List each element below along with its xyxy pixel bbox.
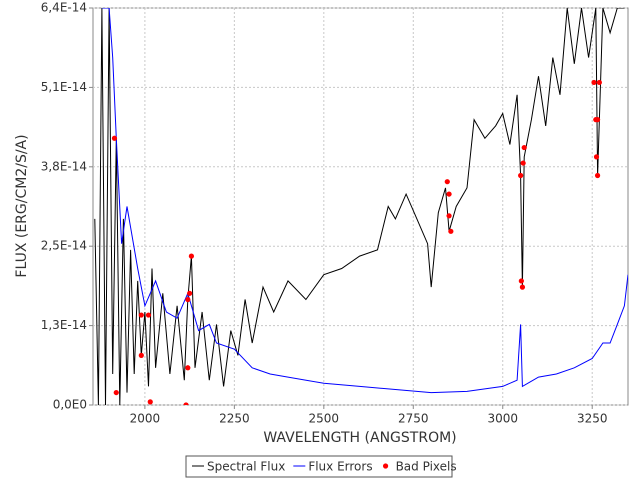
bad-pixel: [518, 278, 524, 284]
x-tick-label: 3000: [487, 412, 518, 426]
plot-area: [92, 7, 629, 406]
x-tick-label: 2000: [130, 412, 161, 426]
legend-label: Flux Errors: [308, 460, 372, 474]
legend-label: Spectral Flux: [207, 460, 285, 474]
x-tick-label: 2250: [219, 412, 250, 426]
legend-label: Bad Pixels: [396, 460, 457, 474]
bad-pixel: [444, 179, 450, 185]
x-tick-label: 2750: [398, 412, 429, 426]
bad-pixel: [521, 144, 527, 151]
bad-pixel: [188, 253, 195, 259]
bad-pixel: [187, 290, 193, 296]
bad-pixel: [446, 213, 452, 219]
bad-pixel: [594, 172, 601, 179]
y-tick-label: 2,5E-14: [41, 239, 87, 253]
bad-pixel: [446, 191, 452, 197]
bad-pixel: [145, 312, 152, 318]
bad-pixel: [147, 399, 153, 405]
x-tick-label: 2500: [309, 412, 340, 426]
bad-pixel: [520, 160, 526, 166]
bad-pixel: [518, 172, 524, 179]
bad-pixel: [183, 402, 189, 405]
bad-pixel: [591, 79, 597, 86]
series-line: [101, 8, 628, 394]
bad-pixel: [185, 365, 191, 371]
series-line: [94, 8, 625, 405]
y-tick-label: 1,3E-14: [41, 318, 87, 332]
bad-pixel: [596, 79, 602, 86]
legend-swatch: [382, 463, 389, 469]
x-tick-label: 3250: [577, 412, 608, 426]
y-axis-title: FLUX (ERG/CM2/S/A): [14, 134, 30, 277]
y-tick-label: 6,4E-14: [41, 1, 87, 15]
bad-pixel: [519, 284, 526, 290]
y-tick-label: 3,8E-14: [41, 159, 87, 173]
bad-pixel: [448, 228, 454, 234]
bad-pixel: [138, 352, 144, 358]
x-axis-title: WAVELENGTH (ANGSTROM): [263, 430, 456, 446]
bad-pixel: [138, 312, 144, 318]
y-tick-label: 0,0E0: [53, 398, 87, 412]
bad-pixel: [593, 154, 600, 160]
bad-pixel: [113, 389, 119, 396]
bad-pixel: [594, 117, 601, 123]
bad-pixel: [185, 296, 191, 303]
legend-box: [185, 455, 453, 478]
bad-pixel: [111, 135, 118, 141]
y-tick-label: 5,1E-14: [41, 80, 87, 94]
